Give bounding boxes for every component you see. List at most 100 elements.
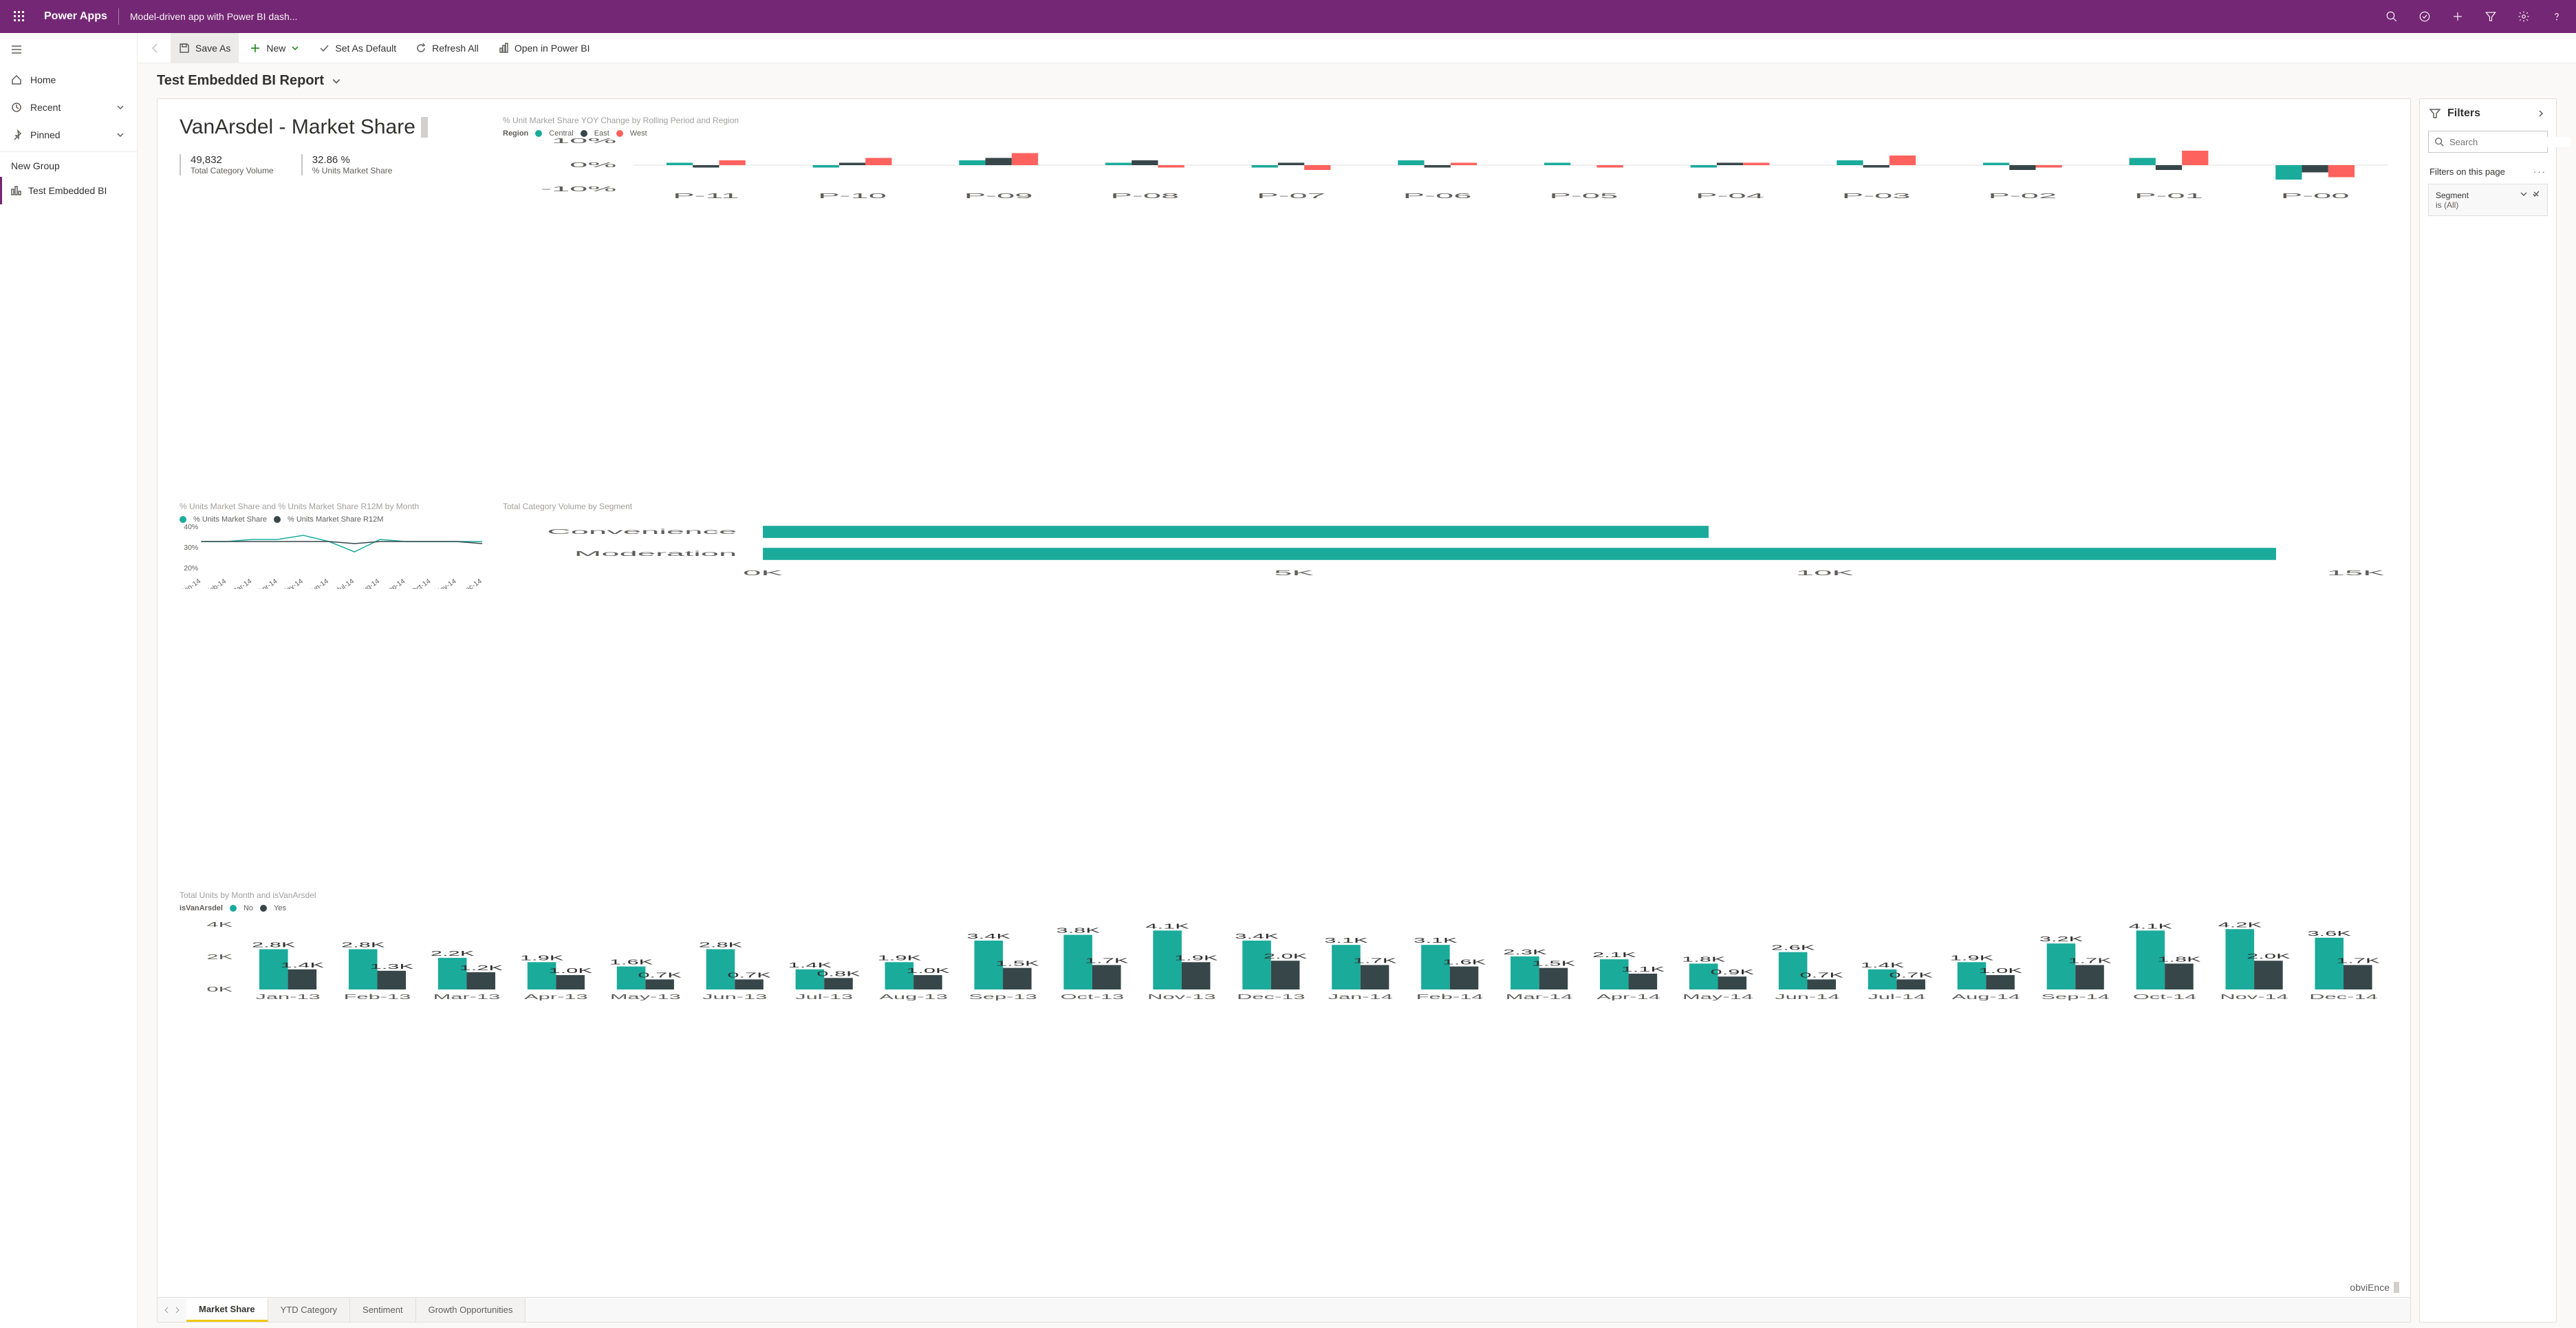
nav-collapse-button[interactable]: [0, 33, 137, 66]
svg-text:Dec-14: Dec-14: [460, 577, 482, 589]
nav-item-report[interactable]: Test Embedded BI: [0, 177, 137, 204]
line-title: % Units Market Share and % Units Market …: [180, 502, 482, 511]
svg-text:P-11: P-11: [673, 192, 739, 200]
help-icon[interactable]: [2540, 0, 2573, 33]
filter-card-value: is (All): [2436, 200, 2540, 210]
svg-text:Jan-14: Jan-14: [1328, 993, 1394, 1000]
svg-text:0.7K: 0.7K: [638, 972, 682, 979]
nav-recent[interactable]: Recent: [0, 94, 137, 121]
svg-text:-10%: -10%: [541, 185, 616, 193]
svg-text:Jul-14: Jul-14: [1868, 993, 1925, 1000]
svg-text:2.8K: 2.8K: [252, 941, 296, 949]
plus-icon[interactable]: [2441, 0, 2474, 33]
svg-text:Jan-14: Jan-14: [180, 577, 203, 589]
svg-text:2.8K: 2.8K: [699, 941, 743, 949]
task-icon[interactable]: [2408, 0, 2441, 33]
svg-text:Nov-14: Nov-14: [435, 577, 458, 589]
svg-text:3.4K: 3.4K: [1235, 932, 1279, 940]
svg-text:Apr-13: Apr-13: [524, 993, 588, 1000]
svg-text:Nov-14: Nov-14: [2220, 993, 2288, 1000]
hbar-visual[interactable]: Total Category Volume by Segment Conveni…: [503, 502, 2388, 879]
svg-text:Jun-14: Jun-14: [307, 577, 330, 589]
report-canvas: VanArsdel - Market Share 49,832 Total Ca…: [158, 99, 2410, 1297]
tab-nav-arrows[interactable]: [158, 1298, 186, 1322]
svg-text:1.0K: 1.0K: [1978, 967, 2022, 974]
report-tab[interactable]: Market Share: [186, 1298, 268, 1322]
pin-icon: [11, 129, 22, 140]
svg-text:0.7K: 0.7K: [1889, 972, 1933, 979]
gear-icon[interactable]: [2507, 0, 2540, 33]
line-visual[interactable]: % Units Market Share and % Units Market …: [180, 502, 482, 879]
left-nav: Home Recent Pinned New Group Test Embedd…: [0, 33, 138, 1328]
svg-text:1.9K: 1.9K: [1950, 954, 1994, 961]
nav-pinned-label: Pinned: [30, 129, 61, 140]
svg-text:Convenience: Convenience: [548, 528, 737, 535]
svg-text:P-06: P-06: [1403, 192, 1472, 200]
chevron-down-icon: [115, 102, 126, 113]
waffle-icon[interactable]: [3, 0, 36, 33]
chevron-right-icon[interactable]: [2535, 108, 2546, 119]
svg-text:40%: 40%: [184, 524, 198, 531]
svg-text:0.8K: 0.8K: [816, 970, 861, 977]
save-as-button[interactable]: Save As: [171, 33, 239, 63]
svg-text:P-10: P-10: [818, 192, 887, 200]
chevron-down-icon: [291, 44, 299, 52]
svg-text:2.8K: 2.8K: [341, 941, 385, 949]
svg-text:2.2K: 2.2K: [431, 950, 475, 957]
svg-text:1.8K: 1.8K: [2157, 956, 2201, 963]
clear-icon[interactable]: [2532, 190, 2540, 200]
svg-text:1.2K: 1.2K: [459, 964, 504, 972]
svg-text:P-03: P-03: [1842, 192, 1911, 200]
svg-text:3.6K: 3.6K: [2308, 930, 2352, 937]
search-icon[interactable]: [2375, 0, 2408, 33]
svg-text:Jan-13: Jan-13: [255, 993, 320, 1000]
filter-search[interactable]: [2428, 131, 2548, 153]
refresh-button[interactable]: Refresh All: [407, 33, 487, 63]
kpi-share: 32.86 % % Units Market Share: [301, 154, 393, 175]
svg-text:2.0K: 2.0K: [1264, 952, 1308, 960]
yoy-visual[interactable]: % Unit Market Share YOY Change by Rollin…: [503, 116, 2388, 489]
svg-text:3.1K: 3.1K: [1414, 936, 1458, 944]
svg-text:1.8K: 1.8K: [1682, 956, 1726, 963]
svg-text:1.1K: 1.1K: [1621, 965, 1665, 973]
new-button[interactable]: New: [241, 33, 307, 63]
app-name[interactable]: Power Apps: [36, 10, 116, 23]
more-icon[interactable]: ···: [2533, 167, 2546, 177]
filter-search-input[interactable]: [2449, 137, 2570, 147]
back-button[interactable]: [143, 33, 168, 63]
filter-card-segment[interactable]: Segment is (All): [2428, 184, 2548, 216]
svg-text:4.2K: 4.2K: [2218, 921, 2262, 928]
brand-label: obviEnce: [2350, 1282, 2399, 1293]
chevron-down-icon[interactable]: [331, 76, 342, 87]
report-tab[interactable]: YTD Category: [268, 1298, 350, 1322]
report-tab[interactable]: Growth Opportunities: [416, 1298, 526, 1322]
filter-header[interactable]: Filters: [2420, 99, 2556, 128]
report-tab[interactable]: Sentiment: [350, 1298, 416, 1322]
yoy-legend: Region Central East West: [503, 129, 2388, 138]
svg-text:Feb-14: Feb-14: [1416, 993, 1484, 1000]
set-default-label: Set As Default: [335, 43, 396, 54]
svg-text:0.7K: 0.7K: [1799, 972, 1843, 979]
nav-home[interactable]: Home: [0, 66, 137, 94]
app-topbar: Power Apps Model-driven app with Power B…: [0, 0, 2576, 33]
chevron-down-icon: [115, 129, 126, 140]
filter-icon[interactable]: [2474, 0, 2507, 33]
svg-text:20%: 20%: [184, 565, 198, 572]
nav-divider: [0, 151, 137, 152]
svg-text:1.6K: 1.6K: [1442, 958, 1486, 966]
svg-text:Aug-13: Aug-13: [879, 993, 948, 1000]
svg-text:1.6K: 1.6K: [609, 958, 653, 966]
set-default-button[interactable]: Set As Default: [310, 33, 404, 63]
col-visual[interactable]: Total Units by Month and isVanArsdel isV…: [180, 890, 2388, 1292]
kpi2-value: 32.86 %: [312, 154, 393, 166]
nav-home-label: Home: [30, 74, 56, 85]
col-legend: isVanArsdel No Yes: [180, 904, 2388, 912]
open-pbi-button[interactable]: Open in Power BI: [490, 33, 598, 63]
svg-text:Feb-14: Feb-14: [205, 577, 228, 589]
svg-text:1.9K: 1.9K: [520, 954, 564, 961]
svg-text:1.5K: 1.5K: [1532, 960, 1576, 967]
svg-text:4K: 4K: [206, 921, 233, 928]
svg-text:2.6K: 2.6K: [1771, 944, 1815, 952]
svg-text:0.9K: 0.9K: [1711, 968, 1755, 976]
nav-pinned[interactable]: Pinned: [0, 121, 137, 149]
